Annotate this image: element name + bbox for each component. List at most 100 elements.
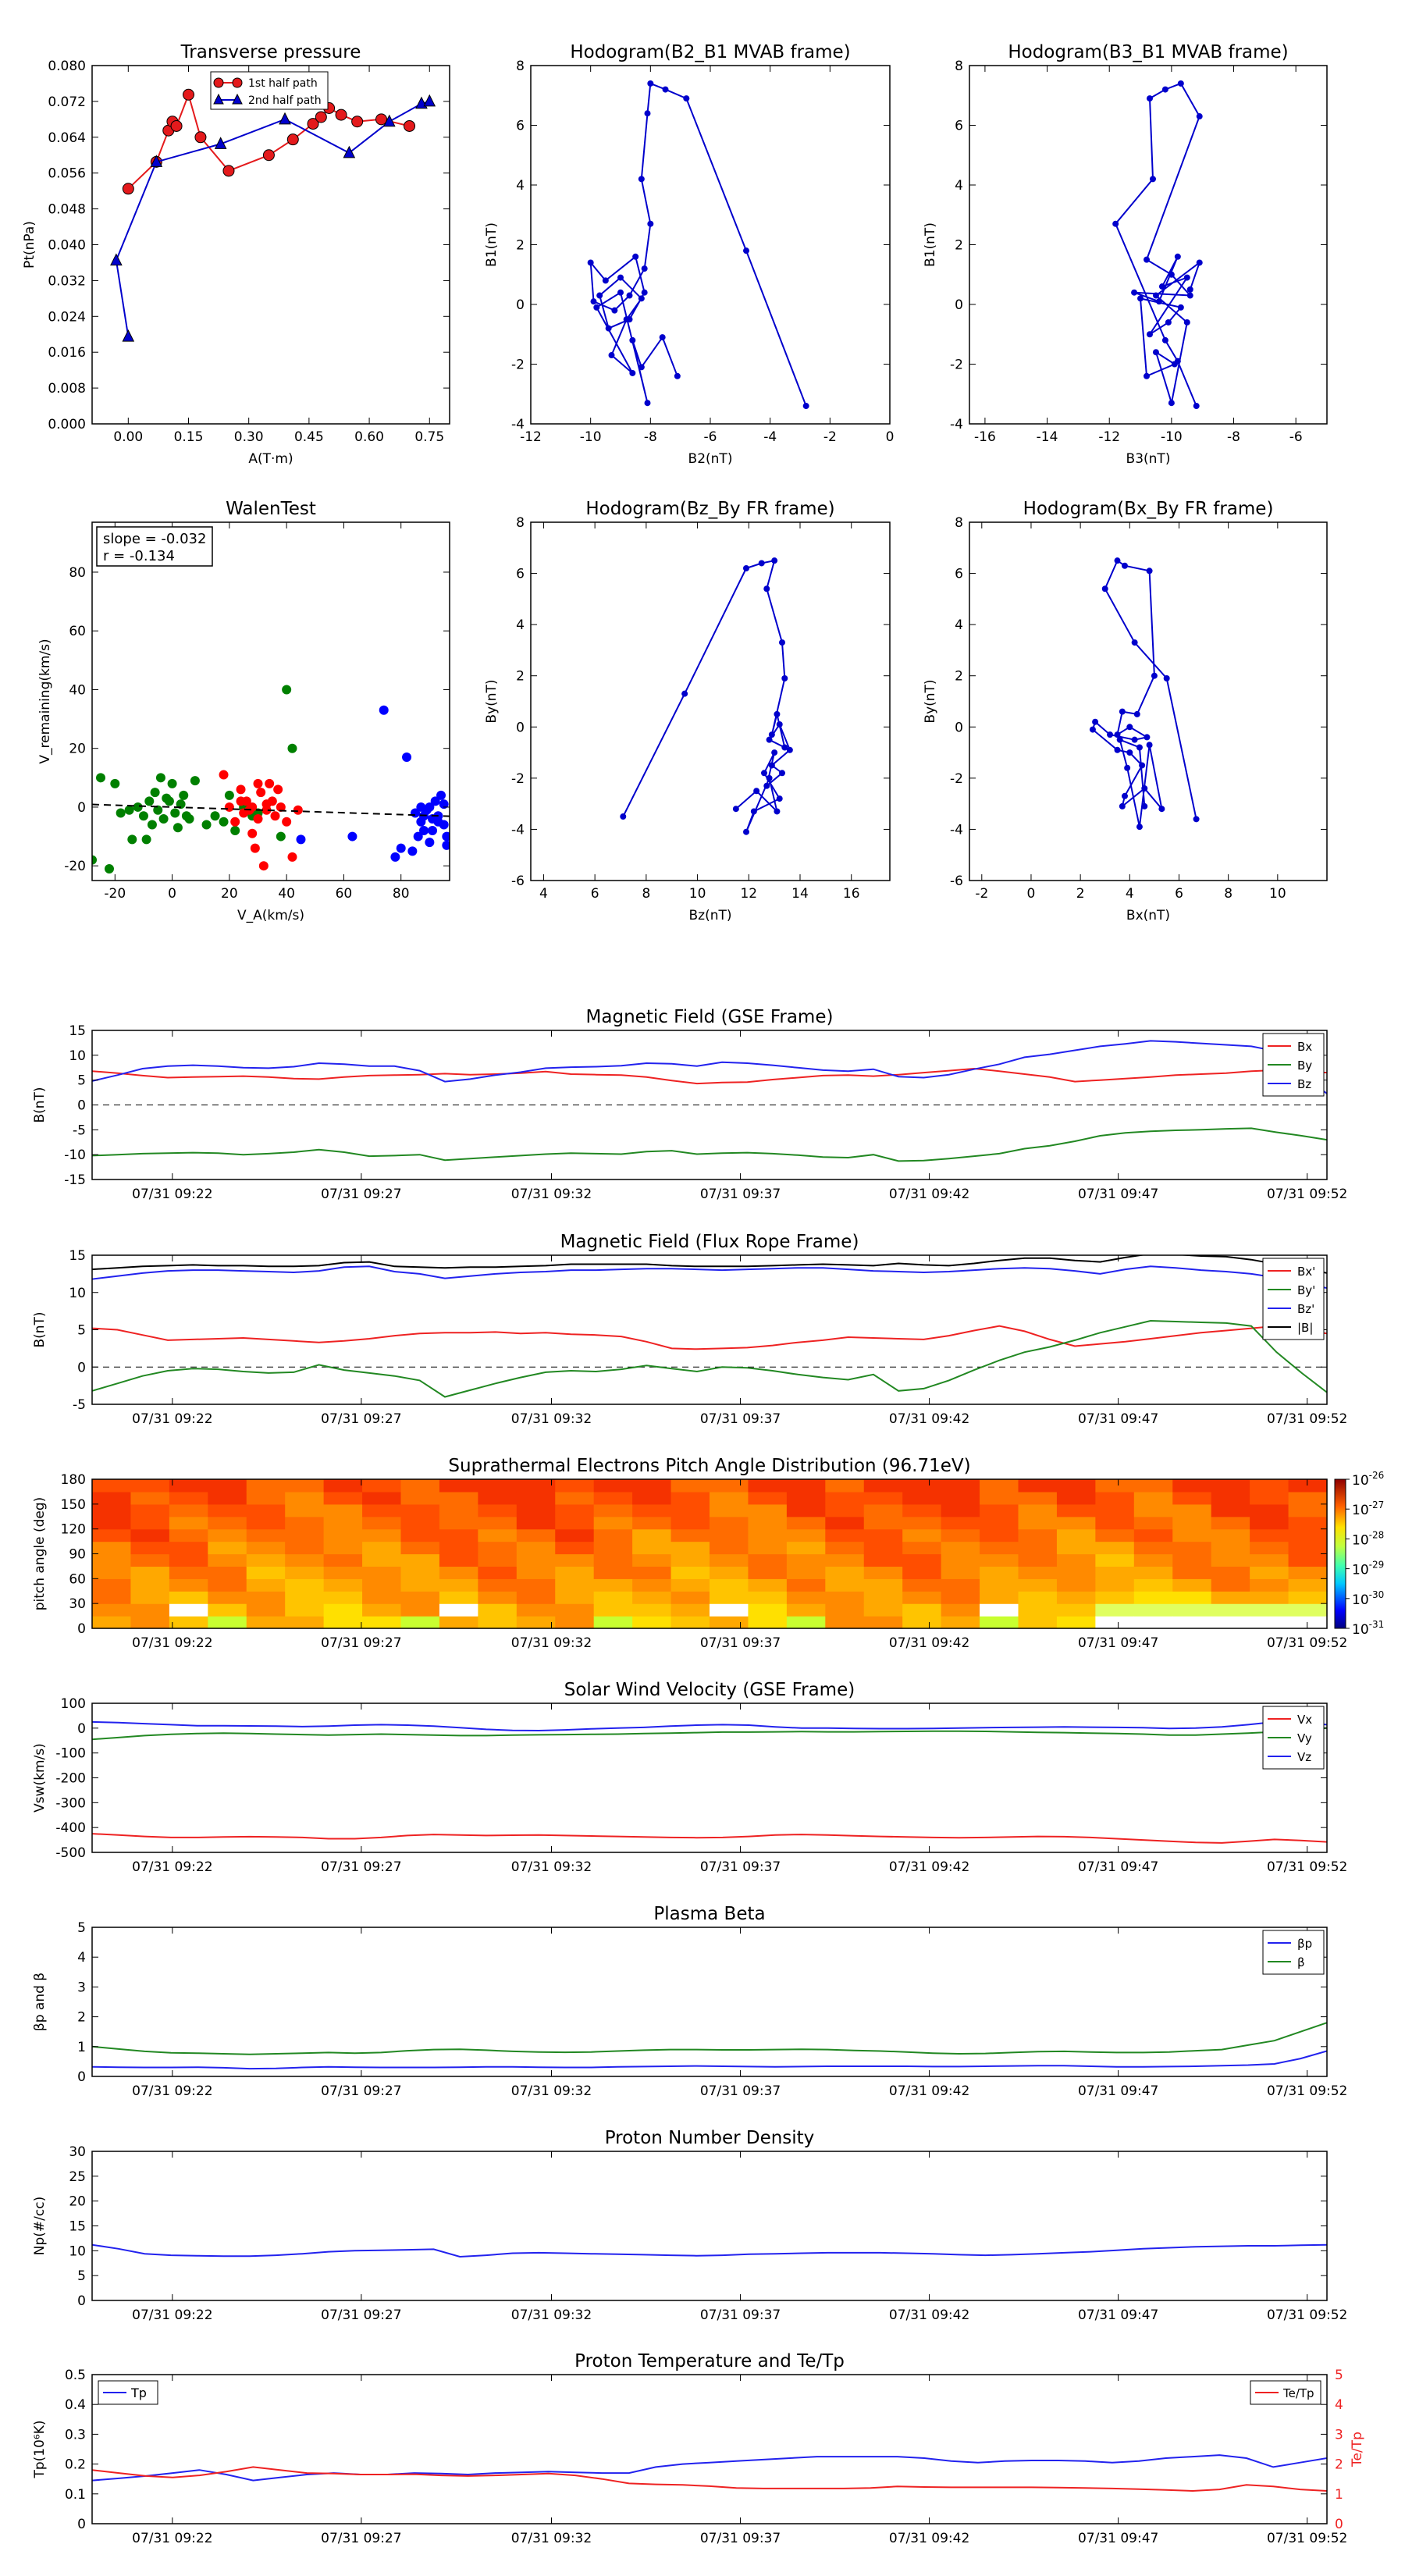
y-tick-label: 8 bbox=[516, 515, 525, 531]
heatmap-cell bbox=[400, 1516, 440, 1530]
heatmap-cell bbox=[1095, 1578, 1135, 1592]
heatmap-cell bbox=[1250, 1553, 1289, 1567]
data-point bbox=[173, 823, 183, 833]
data-point bbox=[307, 118, 319, 130]
data-point bbox=[439, 799, 449, 809]
y-tick-label: 2 bbox=[955, 669, 963, 685]
data-point bbox=[1112, 220, 1119, 227]
heatmap-cell bbox=[246, 1566, 286, 1579]
heatmap-cell bbox=[1056, 1479, 1096, 1493]
heatmap-cell bbox=[902, 1553, 942, 1567]
heatmap-cell bbox=[902, 1541, 942, 1555]
heatmap-cell bbox=[786, 1566, 826, 1579]
time-tick-label: 07/31 09:42 bbox=[889, 2307, 969, 2323]
data-point bbox=[1196, 259, 1203, 266]
y-tick-label: 0 bbox=[77, 1621, 86, 1637]
y-tick-label: 0.080 bbox=[48, 59, 86, 74]
heatmap-cell bbox=[1095, 1528, 1135, 1542]
plot-frame bbox=[91, 1254, 1328, 1405]
data-point bbox=[379, 705, 389, 715]
heatmap-cell bbox=[980, 1541, 1019, 1555]
data-point bbox=[335, 109, 347, 121]
heatmap-cell bbox=[1056, 1528, 1096, 1542]
data-point bbox=[1119, 802, 1126, 809]
heatmap-cell bbox=[1133, 1591, 1173, 1604]
heatmap-cell bbox=[1172, 1541, 1212, 1555]
heatmap-cell bbox=[863, 1591, 903, 1604]
heatmap-cell bbox=[786, 1616, 826, 1629]
heatmap-cell bbox=[786, 1591, 826, 1604]
heatmap-cell bbox=[516, 1516, 556, 1530]
heatmap-cell bbox=[1250, 1479, 1289, 1493]
y-tick-label: 6 bbox=[516, 119, 525, 134]
heatmap-cell bbox=[1056, 1503, 1096, 1517]
time-tick-label: 07/31 09:42 bbox=[889, 2083, 969, 2099]
heatmap-cell bbox=[1133, 1479, 1173, 1493]
heatmap-cell bbox=[1095, 1603, 1135, 1617]
heatmap-cell bbox=[439, 1516, 478, 1530]
data-point bbox=[1165, 318, 1172, 326]
heatmap-cell bbox=[941, 1516, 980, 1530]
data-point bbox=[286, 133, 299, 146]
y-tick-label: -15 bbox=[64, 1172, 86, 1188]
data-point bbox=[382, 114, 396, 127]
heatmap-cell bbox=[400, 1566, 440, 1579]
x-tick-label: -6 bbox=[704, 429, 717, 445]
x-tick-label: -10 bbox=[1161, 429, 1183, 445]
heatmap-cell bbox=[863, 1553, 903, 1567]
time-tick-label: 07/31 09:27 bbox=[321, 2531, 401, 2546]
scatter-series-2 bbox=[296, 705, 450, 862]
heatmap-cell bbox=[1133, 1528, 1173, 1542]
heatmap-cell bbox=[92, 1528, 132, 1542]
y-tick-label: 5 bbox=[77, 2268, 86, 2284]
heatmap-cell bbox=[1172, 1479, 1212, 1493]
chart-pitch-angle-distribution: 07/31 09:22 07/31 09:27 07/31 09:32 07/31 0… bbox=[32, 1456, 1384, 1651]
data-point bbox=[276, 831, 286, 841]
heatmap-cell bbox=[362, 1491, 402, 1505]
data-point bbox=[779, 639, 785, 646]
heatmap-cell bbox=[323, 1528, 363, 1542]
y-tick-label: 4 bbox=[955, 617, 963, 633]
heatmap-cell bbox=[555, 1503, 595, 1517]
heatmap-cell bbox=[825, 1566, 865, 1579]
data-point bbox=[647, 80, 654, 87]
y-axis-label: pitch angle (deg) bbox=[32, 1497, 48, 1611]
chart-ts1: 07/31 09:22 07/31 09:27 07/31 09:32 07/31 0… bbox=[32, 1007, 1347, 1202]
data-point bbox=[224, 790, 234, 800]
chart-ts5: 07/31 09:22 07/31 09:27 07/31 09:32 07/31 0… bbox=[32, 1904, 1347, 2099]
x-tick-label: 16 bbox=[843, 886, 860, 902]
y-axis-label: B1(nT) bbox=[484, 222, 500, 267]
heatmap-cell bbox=[593, 1516, 633, 1530]
time-tick-label: 07/31 09:27 bbox=[321, 1187, 401, 1202]
plot-frame bbox=[530, 521, 891, 881]
time-tick-label: 07/31 09:47 bbox=[1078, 2307, 1158, 2323]
legend-label: Bz bbox=[1297, 1077, 1311, 1091]
data-point bbox=[750, 808, 757, 815]
data-point bbox=[224, 802, 234, 812]
plot-frame bbox=[91, 1927, 1328, 2077]
heatmap-cell bbox=[169, 1528, 208, 1542]
y-tick-label: 6 bbox=[955, 119, 963, 134]
time-tick-label: 07/31 09:37 bbox=[700, 2531, 781, 2546]
heatmap-cell bbox=[632, 1516, 672, 1530]
chart-title: Suprathermal Electrons Pitch Angle Distr… bbox=[448, 1456, 970, 1476]
x-tick-label: 60 bbox=[336, 886, 353, 902]
heatmap-cell bbox=[1250, 1541, 1289, 1555]
heatmap-cell bbox=[478, 1578, 518, 1592]
x-tick-label: 10 bbox=[689, 886, 706, 902]
x-tick-label: 14 bbox=[791, 886, 809, 902]
heatmap-cell bbox=[92, 1591, 132, 1604]
heatmap-cell bbox=[92, 1578, 132, 1592]
heatmap-cell bbox=[1250, 1566, 1289, 1579]
heatmap-cell bbox=[825, 1578, 865, 1592]
y-tick-label: 20 bbox=[69, 742, 86, 757]
data-point bbox=[1131, 736, 1138, 743]
data-point bbox=[253, 778, 263, 788]
x-tick-label: 0 bbox=[886, 429, 895, 445]
legend-label: Te/Tp bbox=[1282, 2386, 1314, 2400]
heatmap-cell bbox=[246, 1503, 286, 1517]
data-point bbox=[802, 403, 809, 410]
heatmap-cell bbox=[323, 1603, 363, 1617]
y-tick-label: -500 bbox=[55, 1845, 86, 1861]
